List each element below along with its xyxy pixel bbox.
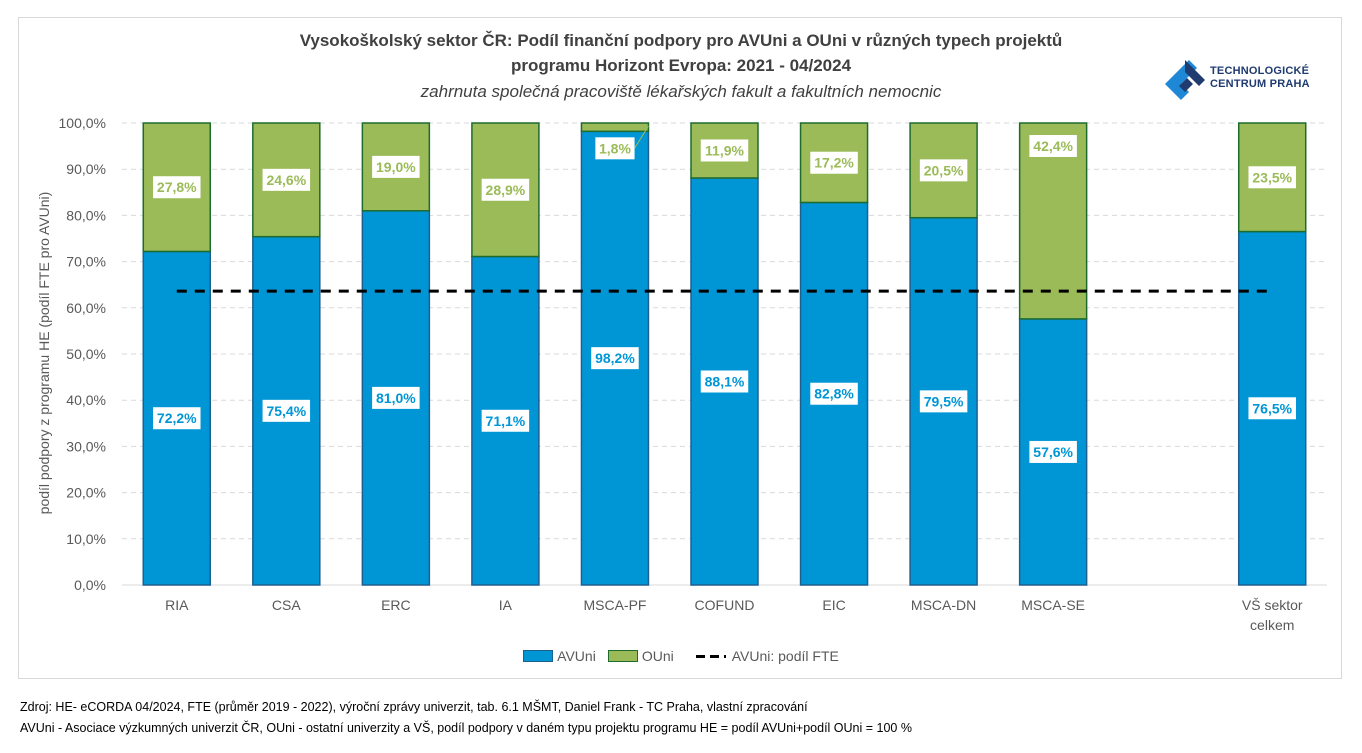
logo-line2: CENTRUM PRAHA (1210, 78, 1310, 90)
legend-item-avuni: AVUni (523, 648, 596, 664)
data-label-avuni: 81,0% (376, 390, 416, 406)
legend-item-ouni: OUni (607, 648, 674, 664)
x-tick-label: ERC (381, 597, 411, 613)
data-label-box-ouni (153, 176, 201, 199)
data-label-box-avuni (919, 390, 968, 413)
legend-swatch-fte-dashed (695, 654, 726, 658)
tc-logo-icon (1165, 60, 1205, 100)
bar-ouni (580, 122, 650, 133)
data-label-ouni: 19,0% (376, 159, 416, 175)
y-tick-label: 20,0% (66, 485, 106, 501)
data-label-avuni: 82,8% (814, 386, 854, 402)
data-label-ouni: 24,6% (266, 172, 306, 188)
data-label-avuni: 57,6% (1033, 444, 1073, 460)
y-tick-label: 10,0% (66, 531, 106, 547)
y-axis-title: podíl podpory z programu HE (podíl FTE p… (36, 191, 52, 515)
x-tick-label: IA (499, 597, 513, 613)
data-label-box-avuni (481, 409, 530, 432)
data-labels: 72,2% 27,8% 75,4% 24,6% 81,0% 19,0% 71,1% 28,9%… (153, 125, 1296, 463)
data-label-avuni: 88,1% (705, 373, 745, 389)
data-label-ouni: 23,5% (1252, 169, 1292, 185)
data-label-box-ouni (262, 168, 311, 191)
y-tick-label: 50,0% (66, 346, 106, 362)
y-tick-label: 80,0% (66, 207, 106, 223)
y-tick-label: 100,0% (59, 115, 106, 131)
legend: AVUni OUni AVUni: podíl FTE (0, 648, 1362, 664)
data-label-box-avuni (372, 386, 420, 409)
y-tick-label: 40,0% (66, 392, 106, 408)
chart-subtitle: zahrnuta společná pracoviště lékařských … (420, 82, 942, 101)
definitions-note: AVUni - Asociace výzkumných univerzit ČR… (20, 721, 912, 735)
data-label-box-avuni (153, 407, 201, 430)
data-label-box-avuni (810, 382, 858, 405)
data-label-avuni: 76,5% (1252, 400, 1292, 416)
legend-item-fte: AVUni: podíl FTE (695, 648, 839, 664)
logo-line1: TECHNOLOGICKÉ (1210, 65, 1310, 77)
chart-area (18, 17, 1342, 679)
legend-label-fte: AVUni: podíl FTE (731, 648, 839, 664)
data-label-ouni: 27,8% (157, 179, 197, 195)
data-label-ouni: 20,5% (924, 162, 964, 178)
leader-line (634, 125, 649, 149)
x-tick-label: celkem (1250, 617, 1294, 633)
data-label-box-avuni (262, 399, 311, 422)
data-label-box-ouni (1248, 166, 1296, 189)
data-label-avuni: 71,1% (486, 413, 526, 429)
data-label-ouni: 28,9% (486, 182, 526, 198)
data-label-box-ouni (919, 159, 968, 182)
data-label-avuni: 72,2% (157, 410, 197, 426)
y-tick-label: 70,0% (66, 254, 106, 270)
y-tick-label: 0,0% (74, 577, 106, 593)
x-tick-label: COFUND (695, 597, 755, 613)
data-label-ouni: 1,8% (599, 140, 631, 156)
x-tick-label: MSCA-DN (911, 597, 976, 613)
category-labels: RIA CSA ERC IA MSCA-PF COFUND EIC MSCA-DN MSCA-S… (165, 597, 1303, 633)
data-label-avuni: 98,2% (595, 350, 635, 366)
data-label-avuni: 79,5% (924, 393, 964, 409)
legend-label-avuni: AVUni (557, 648, 596, 664)
x-tick-label: MSCA-SE (1021, 597, 1085, 613)
legend-swatch-ouni (607, 650, 638, 662)
data-label-box-ouni (810, 151, 858, 174)
data-label-box-ouni (700, 139, 749, 162)
x-tick-label: VŠ sektor (1242, 597, 1303, 613)
chart-title-line1: Vysokoškolský sektor ČR: Podíl finanční … (299, 31, 1063, 50)
x-tick-label: EIC (822, 597, 845, 613)
data-label-box-ouni (1029, 135, 1077, 157)
tc-praha-logo: TECHNOLOGICKÉ CENTRUM PRAHA (1163, 58, 1313, 102)
data-label-box-ouni (595, 137, 635, 160)
data-label-box-avuni (1029, 440, 1077, 463)
source-note: Zdroj: HE- eCORDA 04/2024, FTE (průměr 2… (20, 700, 808, 714)
data-label-box-avuni (700, 370, 749, 393)
y-tick-labels: 0,0% 10,0% 20,0% 30,0% 40,0% 50,0% 60,0% 70,0% 8… (59, 115, 106, 593)
data-label-ouni: 11,9% (705, 142, 744, 158)
data-label-box-avuni (1248, 397, 1296, 420)
x-tick-label: RIA (165, 597, 189, 613)
y-tick-label: 60,0% (66, 300, 106, 316)
data-label-ouni: 42,4% (1033, 138, 1073, 154)
data-label-ouni: 17,2% (814, 155, 854, 171)
data-label-box-ouni (481, 178, 530, 201)
legend-swatch-avuni (523, 650, 554, 662)
y-tick-label: 90,0% (66, 161, 106, 177)
chart-title-line2: programu Horizont Evropa: 2021 - 04/2024 (510, 56, 852, 75)
data-label-avuni: 75,4% (266, 403, 306, 419)
logo-text: TECHNOLOGICKÉ CENTRUM PRAHA (1210, 65, 1310, 91)
data-label-box-ouni (372, 155, 420, 178)
legend-label-ouni: OUni (641, 648, 674, 664)
x-tick-label: CSA (272, 597, 301, 613)
data-label-box-avuni (591, 347, 639, 370)
y-tick-label: 30,0% (66, 438, 106, 454)
x-tick-label: MSCA-PF (583, 597, 646, 613)
